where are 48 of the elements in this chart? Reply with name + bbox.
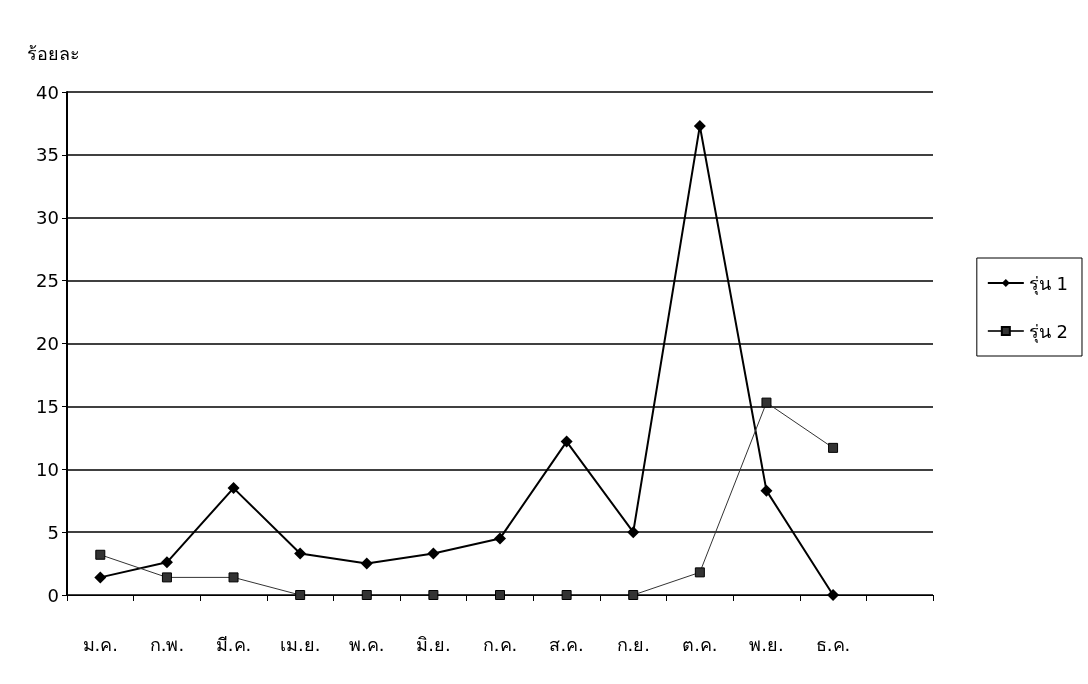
y-tick-label: 25: [36, 270, 59, 292]
point: [94, 571, 107, 584]
y-tick-label: 0: [47, 584, 59, 606]
x-tick-label: พ.ค.: [349, 633, 385, 655]
x-tick-label: เม.ย.: [279, 633, 321, 655]
point: [495, 590, 505, 600]
point: [561, 590, 572, 600]
y-tick-label: 20: [36, 333, 59, 354]
y-tick-label: 15: [36, 395, 59, 417]
point: [295, 590, 306, 600]
point: [95, 549, 106, 560]
point: [160, 556, 173, 569]
x-tick-label: พ.ย.: [749, 633, 784, 655]
point: [161, 572, 172, 583]
point: [428, 590, 439, 600]
y-tick-label: 30: [36, 207, 59, 229]
point: [760, 484, 773, 497]
x-tick-label: ก.ค.: [482, 633, 518, 655]
y-tick-label: 10: [36, 458, 59, 480]
point: [694, 567, 705, 578]
point: [360, 557, 373, 570]
x-tick-label: มิ.ย.: [416, 633, 451, 655]
legend-label: รุ่น 1: [1028, 272, 1069, 295]
x-tick-label: มี.ค.: [215, 633, 252, 655]
point: [693, 119, 706, 132]
point: [361, 590, 372, 600]
y-tick-label: 40: [36, 81, 59, 103]
x-tick-label: ม.ค.: [82, 633, 119, 655]
y-axis-title: ร้อยละ: [27, 42, 80, 64]
point: [560, 435, 573, 448]
x-tick-label: ก.ย.: [616, 633, 650, 655]
x-tick-label: ต.ค.: [682, 633, 718, 655]
x-tick-label: ส.ค.: [549, 633, 584, 655]
legend-label: รุ่น 2: [1028, 320, 1069, 343]
y-tick-label: 35: [36, 144, 59, 166]
point: [294, 547, 307, 560]
point: [227, 482, 240, 495]
point: [827, 589, 840, 601]
point: [228, 572, 239, 583]
point: [828, 442, 839, 453]
point: [761, 397, 772, 408]
x-tick-label: ธ.ค.: [815, 633, 851, 655]
point: [494, 532, 506, 545]
x-tick-label: ก.พ.: [149, 633, 185, 655]
point: [628, 590, 639, 600]
y-tick-label: 5: [47, 521, 59, 543]
point: [427, 547, 440, 560]
point: [627, 526, 640, 539]
